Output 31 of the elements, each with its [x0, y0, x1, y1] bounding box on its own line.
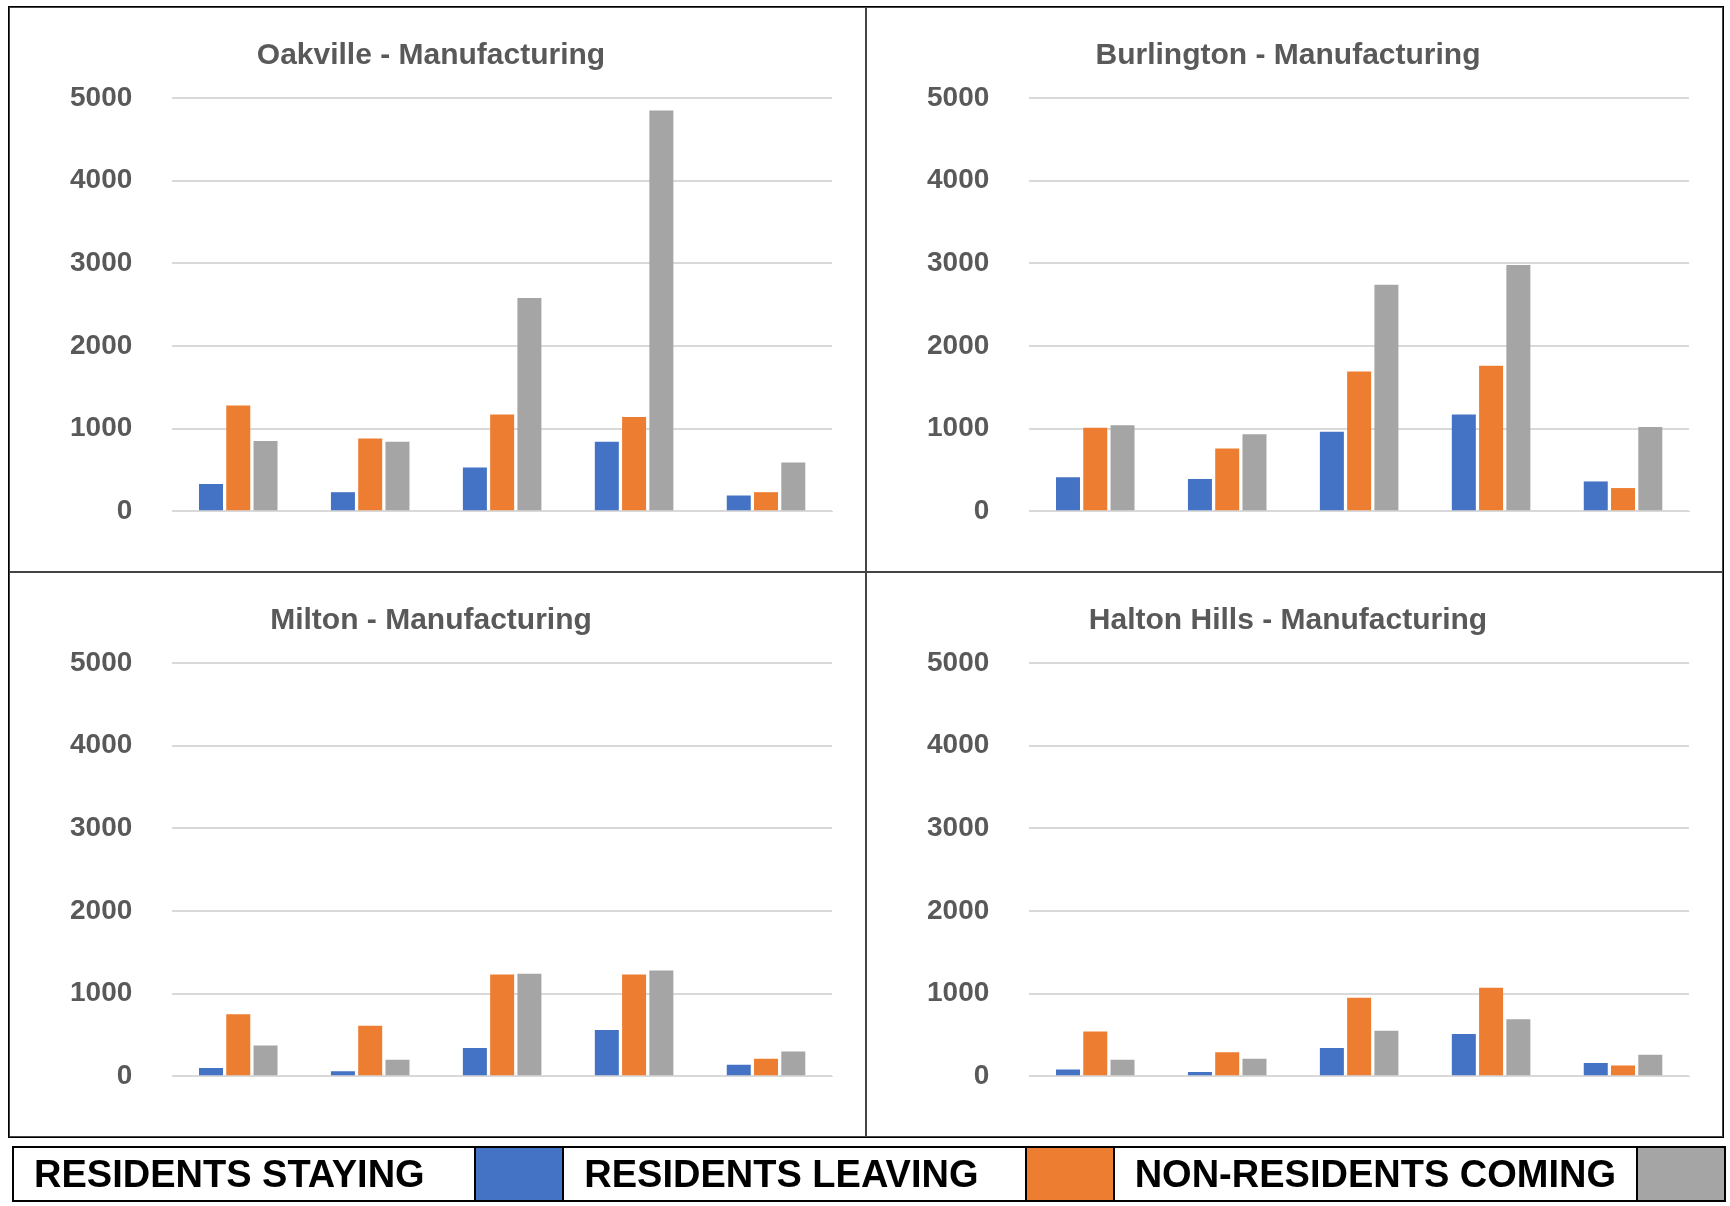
chart-title: Milton - Manufacturing: [270, 602, 592, 636]
y-tick-label: 0: [973, 1058, 990, 1090]
y-tick-label: 0: [116, 493, 133, 525]
y-tick-label: 1000: [69, 976, 133, 1008]
y-tick-label: 5000: [69, 80, 133, 112]
y-tick-label: 0: [116, 1058, 133, 1090]
chart-title: Oakville - Manufacturing: [256, 37, 606, 71]
y-tick-label: 5000: [926, 645, 990, 677]
y-tick-label: 2000: [69, 328, 133, 360]
y-tick-label: 3000: [69, 246, 133, 277]
y-tick-label: 0: [973, 493, 990, 525]
y-tick-label: 2000: [926, 893, 990, 925]
y-tick-label: 3000: [69, 811, 133, 842]
y-tick-label: 4000: [69, 728, 133, 760]
legend-label: RESIDENTS STAYING: [14, 1148, 477, 1200]
chart-title: Halton Hills - Manufacturing: [1088, 602, 1488, 636]
y-tick-label: 1000: [69, 411, 133, 443]
y-tick-label: 4000: [926, 728, 990, 760]
y-tick-label: 4000: [926, 163, 990, 195]
y-tick-label: 2000: [926, 328, 990, 360]
y-tick-label: 5000: [69, 645, 133, 677]
y-tick-label: 1000: [926, 411, 990, 443]
legend-label: RESIDENTS LEAVING: [564, 1148, 1027, 1200]
legend-label: NON-RESIDENTS COMING: [1114, 1148, 1639, 1200]
y-tick-label: 1000: [926, 976, 990, 1008]
y-tick-label: 2000: [69, 893, 133, 925]
y-tick-label: 3000: [926, 246, 990, 277]
y-tick-label: 4000: [69, 163, 133, 195]
y-tick-label: 3000: [926, 811, 990, 842]
y-tick-label: 5000: [926, 80, 990, 112]
chart-title: Burlington - Manufacturing: [1095, 37, 1481, 71]
